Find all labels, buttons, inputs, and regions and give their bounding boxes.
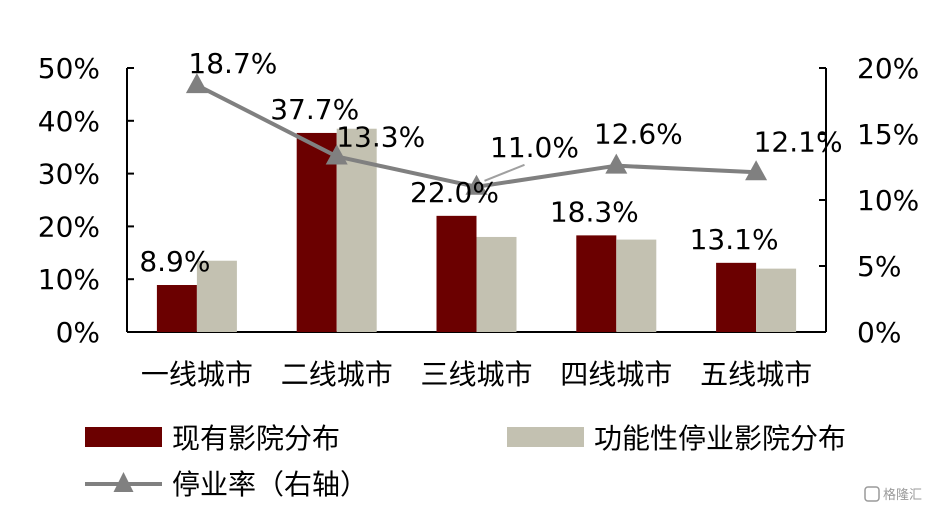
line-series [185,73,768,195]
legend-swatch-existing-cinemas [85,427,162,447]
axes: 0% 10% 20% 30% 40% 50% 0% 5% 10% 15% 20% 一线城市 二线城市 三线… [38,52,919,391]
y-left-tick-label: 10% [38,263,100,296]
legend: 现有影院分布 功能性停业影院分布 停业率（右轴） [85,422,846,501]
y-right-tick-label: 15% [857,118,919,151]
bar-existing-cinemas [436,215,477,332]
x-tick-label: 五线城市 [700,358,812,391]
watermark: 格隆汇 [864,486,922,503]
bar-data-label: 8.9% [139,245,210,278]
closure-rate-marker [185,73,208,94]
y-left-tick-label: 20% [38,210,100,243]
closure-rate-marker [465,174,488,195]
data-labels: 8.9% 37.7% 22.0% 18.3% 13.1% 18.7% 13.3% 11.0% 1… [139,47,842,278]
legend-triangle-marker-icon [113,472,134,492]
legend-label-existing-cinemas: 现有影院分布 [172,422,340,455]
line-data-label: 13.3% [336,120,425,153]
bar-existing-cinemas [716,262,757,332]
y-left-tick-label: 0% [56,316,100,349]
line-label-leader [484,163,525,182]
bar-data-label: 18.3% [550,195,639,228]
bar-data-label: 22.0% [410,176,499,209]
y-right-tick-label: 0% [857,316,901,349]
bars [156,128,797,332]
x-tick-label: 二线城市 [281,358,393,391]
legend-label-closure-rate: 停业率（右轴） [172,468,368,501]
bar-existing-cinemas [576,235,617,332]
watermark-text: 格隆汇 [883,487,922,503]
closure-rate-marker [605,153,628,174]
bar-data-label: 13.1% [690,223,779,256]
bar-data-label: 37.7% [270,93,359,126]
bar-closed-cinemas [756,268,797,332]
closure-rate-marker [325,144,348,165]
bar-closed-cinemas [476,236,517,332]
x-tick-label: 三线城市 [420,358,532,391]
bar-closed-cinemas [196,260,237,332]
bar-closed-cinemas [616,239,657,332]
legend-label-closed-cinemas: 功能性停业影院分布 [594,422,846,455]
y-left-tick-label: 30% [38,158,100,191]
y-left-tick-label: 40% [38,105,100,138]
line-data-label: 18.7% [188,47,277,80]
line-data-label: 11.0% [490,131,579,164]
legend-swatch-closed-cinemas [507,427,584,447]
watermark-logo-icon [864,486,880,502]
closure-rate-marker [745,160,768,181]
y-right-tick-label: 10% [857,184,919,217]
line-data-label: 12.6% [594,118,683,151]
y-left-tick-label: 50% [38,52,100,85]
x-tick-label: 四线城市 [560,358,672,391]
line-data-label: 12.1% [754,125,843,158]
bar-existing-cinemas [156,285,197,332]
y-right-tick-label: 5% [857,250,901,283]
y-right-tick-label: 20% [857,52,919,85]
bar-existing-cinemas [296,132,337,332]
x-tick-label: 一线城市 [141,358,253,391]
